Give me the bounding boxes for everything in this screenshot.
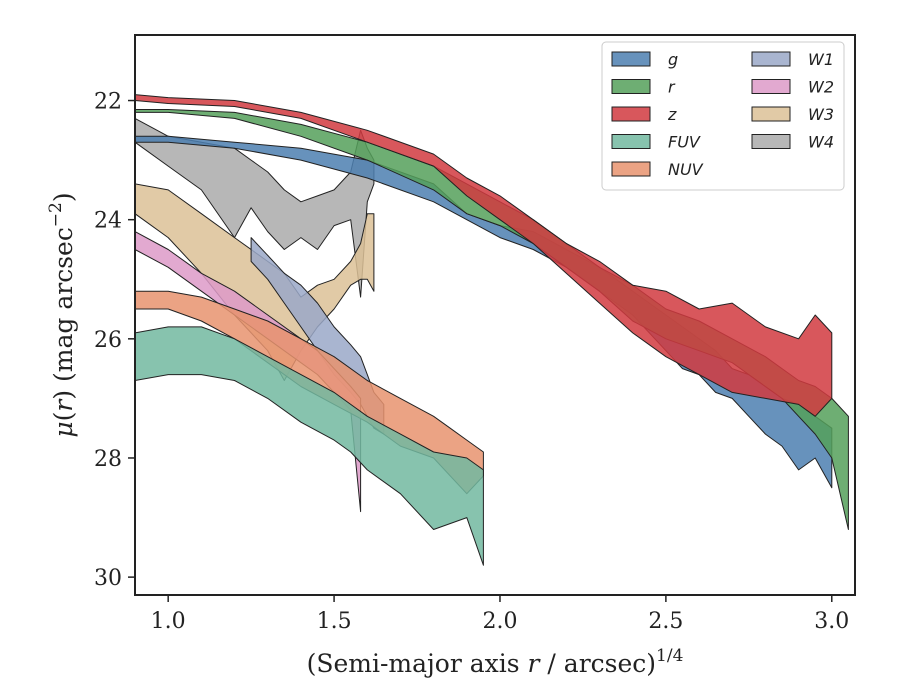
legend-label-fuv: FUV bbox=[668, 133, 701, 152]
band-w4 bbox=[135, 117, 375, 298]
x-axis-title: (Semi-major axis r / arcsec)1/4 bbox=[307, 646, 684, 678]
x-axis: 1.0 1.5 2.0 2.5 3.0 bbox=[151, 595, 849, 634]
y-tick-label: 22 bbox=[94, 90, 122, 115]
legend-swatch-w4 bbox=[751, 134, 791, 149]
legend-label-r: r bbox=[668, 78, 676, 97]
legend-label-z: z bbox=[667, 105, 677, 124]
legend-label-nuv: NUV bbox=[668, 160, 704, 179]
legend-swatch-g bbox=[611, 51, 651, 67]
legend-swatch-w1 bbox=[751, 51, 791, 67]
legend: grz FUV NUV W1 W2 W3 W4 bbox=[601, 41, 845, 191]
y-axis: 22 24 26 28 30 bbox=[94, 90, 135, 591]
legend-label-w1: W1 bbox=[808, 50, 834, 69]
band-z bbox=[135, 94, 833, 417]
x-tick-label: 2.0 bbox=[482, 609, 517, 634]
y-tick-label: 24 bbox=[94, 209, 122, 234]
legend-label-w3: W3 bbox=[808, 105, 834, 124]
y-tick-label: 26 bbox=[94, 328, 122, 353]
legend-swatch-nuv bbox=[611, 161, 651, 177]
x-tick-label: 2.5 bbox=[648, 609, 683, 634]
legend-swatch-r bbox=[611, 79, 651, 94]
y-tick-label: 28 bbox=[94, 447, 122, 472]
legend-swatch-z bbox=[611, 106, 651, 122]
bands-layer bbox=[135, 94, 849, 566]
x-tick-label: 3.0 bbox=[814, 609, 849, 634]
legend-label-g: g bbox=[668, 50, 678, 69]
legend-swatch-w3 bbox=[751, 106, 791, 122]
legend-swatch-fuv bbox=[611, 134, 651, 149]
plot-frame bbox=[134, 34, 856, 596]
band-fuv bbox=[135, 326, 484, 566]
legend-label-w4: W4 bbox=[808, 133, 834, 152]
y-tick-label: 30 bbox=[94, 566, 122, 591]
legend-label-w2: W2 bbox=[808, 78, 834, 97]
y-axis-title: μ(r) (mag arcsec−2) bbox=[46, 192, 78, 437]
legend-swatch-w2 bbox=[751, 79, 791, 94]
x-tick-label: 1.5 bbox=[317, 609, 352, 634]
x-tick-label: 1.0 bbox=[151, 609, 186, 634]
